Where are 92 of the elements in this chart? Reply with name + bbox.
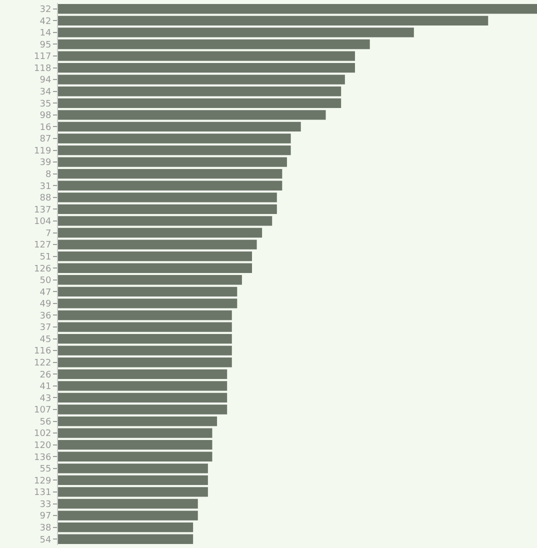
y-tick-label: 56 (40, 417, 52, 428)
y-tick-label: 39 (40, 158, 52, 168)
bar (58, 428, 212, 438)
bar (58, 228, 262, 238)
y-tick-label: 136 (34, 452, 52, 463)
bar (58, 204, 277, 214)
y-tick-label: 94 (40, 76, 52, 86)
bar (58, 522, 194, 532)
bar (58, 310, 232, 320)
y-tick-label: 14 (40, 28, 52, 39)
y-tick-label: 88 (40, 194, 52, 204)
bar (58, 51, 355, 61)
y-tick-label: 8 (45, 170, 52, 180)
bar (58, 487, 208, 497)
bar (58, 157, 287, 167)
y-tick-label: 137 (34, 205, 52, 216)
bar (58, 464, 208, 474)
bar (58, 16, 488, 26)
y-tick-label: 31 (40, 182, 52, 192)
y-tick-label: 120 (34, 441, 52, 451)
bar (58, 28, 414, 38)
y-tick-label: 116 (34, 346, 52, 357)
y-tick-label: 47 (40, 288, 52, 298)
y-tick-label: 98 (40, 111, 52, 122)
bar (58, 145, 291, 156)
bar (58, 74, 345, 84)
y-tick-label: 107 (34, 406, 52, 416)
bar (58, 416, 218, 426)
bar (58, 286, 238, 296)
bar (58, 180, 282, 190)
bar (58, 392, 228, 403)
bar (58, 404, 228, 414)
y-tick-label: 95 (40, 40, 52, 50)
y-tick-label: 37 (40, 323, 52, 334)
y-tick-label: 36 (40, 311, 52, 322)
y-tick-label: 43 (40, 394, 52, 404)
y-tick-label: 54 (40, 535, 52, 546)
y-tick-label: 32 (40, 5, 52, 16)
bar (58, 452, 212, 462)
y-tick-label: 119 (34, 146, 52, 156)
y-tick-label: 45 (40, 334, 52, 345)
y-tick-label: 38 (40, 523, 52, 534)
y-tick-label: 122 (34, 358, 52, 369)
y-tick-label: 127 (34, 240, 52, 251)
bar (58, 346, 232, 356)
bar (58, 98, 342, 108)
bar (58, 263, 252, 273)
y-tick-label: 49 (40, 300, 52, 310)
y-tick-label: 97 (40, 512, 52, 522)
bar (58, 4, 537, 14)
bar (58, 39, 370, 50)
bar (58, 440, 212, 450)
y-tick-label: 35 (40, 99, 52, 110)
bar (58, 475, 208, 486)
y-tick-label: 55 (40, 464, 52, 475)
bar (58, 252, 252, 262)
bar (58, 322, 232, 332)
y-tick-label: 102 (34, 429, 52, 440)
y-tick-label: 129 (34, 476, 52, 486)
bar (58, 298, 238, 308)
bar (58, 275, 242, 285)
y-tick-label: 41 (40, 382, 52, 392)
bar (58, 381, 228, 391)
y-tick-label: 50 (40, 276, 52, 286)
y-tick-label: 26 (40, 370, 52, 380)
bar (58, 216, 272, 226)
y-tick-label: 104 (34, 217, 52, 228)
bar (58, 134, 291, 144)
bar (58, 169, 282, 179)
y-tick-label: 118 (34, 64, 52, 74)
y-tick-label: 42 (40, 16, 52, 27)
y-tick-label: 16 (40, 122, 52, 133)
y-tick-label: 131 (34, 488, 52, 498)
bar (58, 192, 277, 202)
y-tick-label: 126 (34, 264, 52, 274)
y-tick-label: 33 (40, 500, 52, 510)
y-tick-label: 87 (40, 134, 52, 145)
bar (58, 498, 198, 509)
bar (58, 334, 232, 344)
bar (58, 110, 326, 120)
bar (58, 62, 355, 73)
y-tick-label: 7 (45, 228, 52, 239)
bar (58, 240, 257, 250)
bar (58, 122, 301, 132)
y-tick-label: 117 (34, 52, 52, 62)
bar (58, 510, 198, 520)
bar (58, 534, 194, 544)
bar (58, 369, 228, 379)
bar (58, 358, 232, 368)
y-tick-label: 34 (40, 88, 52, 98)
bar (58, 86, 342, 96)
y-tick-label: 51 (40, 252, 52, 262)
